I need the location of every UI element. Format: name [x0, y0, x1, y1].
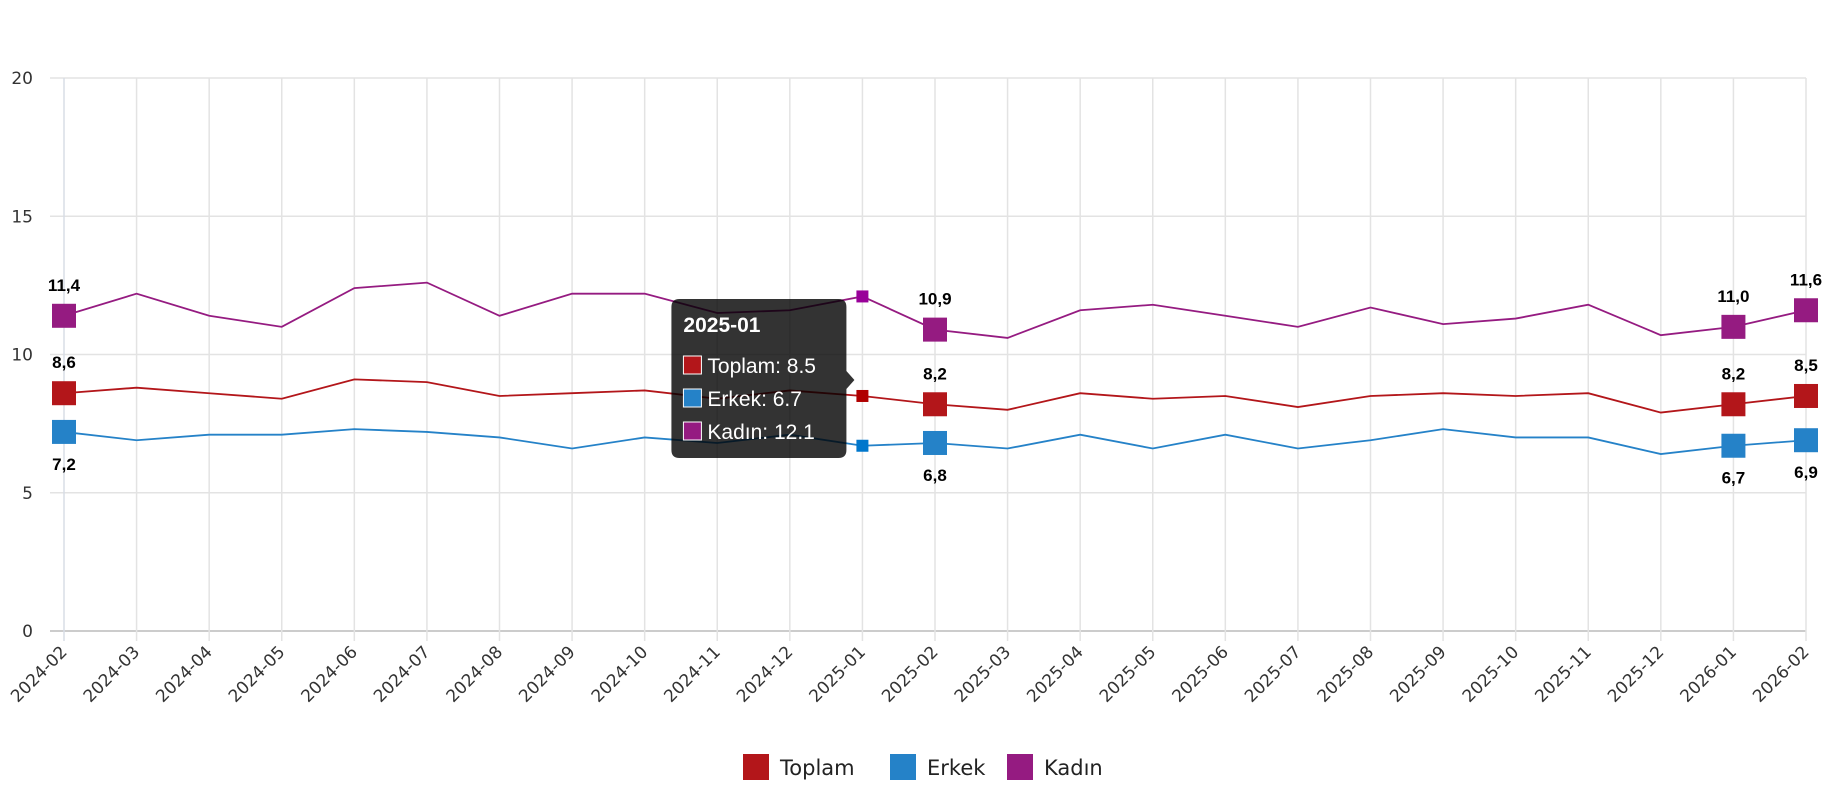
- y-tick-label: 0: [22, 622, 33, 642]
- data-point-marker: [1721, 392, 1746, 417]
- tooltip-swatch: [682, 355, 702, 375]
- hover-marker: [856, 389, 869, 402]
- grid: [50, 77, 1807, 641]
- x-tick-label: 2024-03: [80, 642, 144, 706]
- data-label: 11,4: [48, 276, 81, 295]
- x-tick-label: 2024-12: [733, 642, 797, 706]
- data-label: 11,6: [1790, 270, 1822, 289]
- data-point-marker: [52, 381, 76, 406]
- data-label: 8,2: [923, 364, 947, 383]
- data-label: 6,7: [1722, 469, 1746, 488]
- hover-marker: [856, 290, 869, 303]
- x-tick-label: 2024-09: [515, 642, 579, 706]
- data-label: 8,2: [1722, 364, 1746, 383]
- legend-swatch-erkek: [890, 754, 916, 780]
- x-tick-label: 2024-10: [588, 642, 652, 706]
- data-label: 8,6: [52, 353, 76, 372]
- data-point-marker: [1794, 428, 1818, 453]
- data-labels: 8,6 8,2 8,2 8,5 7,2 6,8 6,7 6,9 11,4 10,9 11,0 11,6: [48, 270, 1822, 487]
- legend-swatch-kadın: [1007, 754, 1033, 780]
- x-tick-label: 2025-04: [1023, 642, 1087, 706]
- y-tick-label: 15: [11, 207, 33, 227]
- data-point-marker: [1721, 433, 1746, 458]
- legend-label: Erkek: [927, 756, 986, 780]
- data-point-marker: [923, 392, 947, 417]
- tooltip-box: [671, 299, 855, 458]
- x-tick-label: 2024-08: [443, 642, 507, 706]
- x-axis: 2024-02 2024-03 2024-04 2024-05 2024-06 2024-…: [7, 642, 1813, 706]
- x-tick-label: 2024-04: [152, 642, 216, 706]
- data-label: 11,0: [1717, 287, 1749, 306]
- legend-label: Toplam: [779, 756, 855, 780]
- x-tick-label: 2024-11: [660, 642, 724, 706]
- tooltip-row: Erkek: 6.7: [707, 388, 802, 411]
- data-label: 6,8: [923, 466, 947, 485]
- data-point-marker: [923, 430, 947, 455]
- data-label: 6,9: [1794, 463, 1818, 482]
- y-axis: 0 5 10 15 20: [11, 69, 33, 642]
- data-point-marker: [1721, 314, 1746, 339]
- data-point-marker: [1794, 383, 1818, 408]
- x-tick-label: 2024-02: [7, 642, 71, 706]
- legend-swatch-toplam: [743, 754, 769, 780]
- x-tick-label: 2024-05: [225, 642, 289, 706]
- x-tick-label: 2025-11: [1531, 642, 1595, 706]
- y-tick-label: 10: [11, 346, 33, 366]
- x-tick-label: 2025-10: [1459, 642, 1523, 706]
- data-point-marker: [52, 419, 76, 444]
- x-tick-label: 2024-06: [298, 642, 362, 706]
- x-tick-label: 2026-02: [1749, 642, 1813, 706]
- tooltip-title: 2025-01: [683, 314, 760, 337]
- data-point-marker: [1794, 298, 1818, 323]
- x-tick-label: 2025-12: [1604, 642, 1668, 706]
- x-tick-label: 2025-01: [806, 642, 870, 706]
- x-tick-label: 2025-09: [1386, 642, 1450, 706]
- tooltip-swatch: [682, 421, 702, 441]
- legend: Toplam Erkek Kadın: [743, 754, 1103, 780]
- data-label: 10,9: [918, 290, 951, 309]
- data-label: 8,5: [1794, 356, 1818, 375]
- x-tick-label: 2025-06: [1169, 642, 1233, 706]
- x-tick-label: 2025-02: [878, 642, 942, 706]
- x-tick-label: 2025-05: [1096, 642, 1160, 706]
- hover-marker: [856, 439, 869, 452]
- x-tick-label: 2026-01: [1677, 642, 1741, 706]
- legend-label: Kadın: [1044, 756, 1103, 780]
- x-tick-label: 2024-07: [370, 642, 434, 706]
- x-tick-label: 2025-08: [1314, 642, 1378, 706]
- x-tick-label: 2025-03: [951, 642, 1015, 706]
- data-label: 7,2: [52, 455, 76, 474]
- tooltip: 2025-01 Toplam: 8.5 Erkek: 6.7 Kadın: 12.1: [671, 299, 855, 458]
- data-point-marker: [923, 317, 947, 342]
- y-tick-label: 5: [22, 484, 33, 504]
- tooltip-row: Kadın: 12.1: [707, 421, 814, 444]
- y-tick-label: 20: [11, 69, 33, 89]
- data-point-marker: [52, 303, 76, 328]
- series-markers: [52, 290, 1818, 458]
- tooltip-swatch: [682, 388, 702, 408]
- x-tick-label: 2025-07: [1241, 642, 1305, 706]
- tooltip-row: Toplam: 8.5: [707, 355, 816, 378]
